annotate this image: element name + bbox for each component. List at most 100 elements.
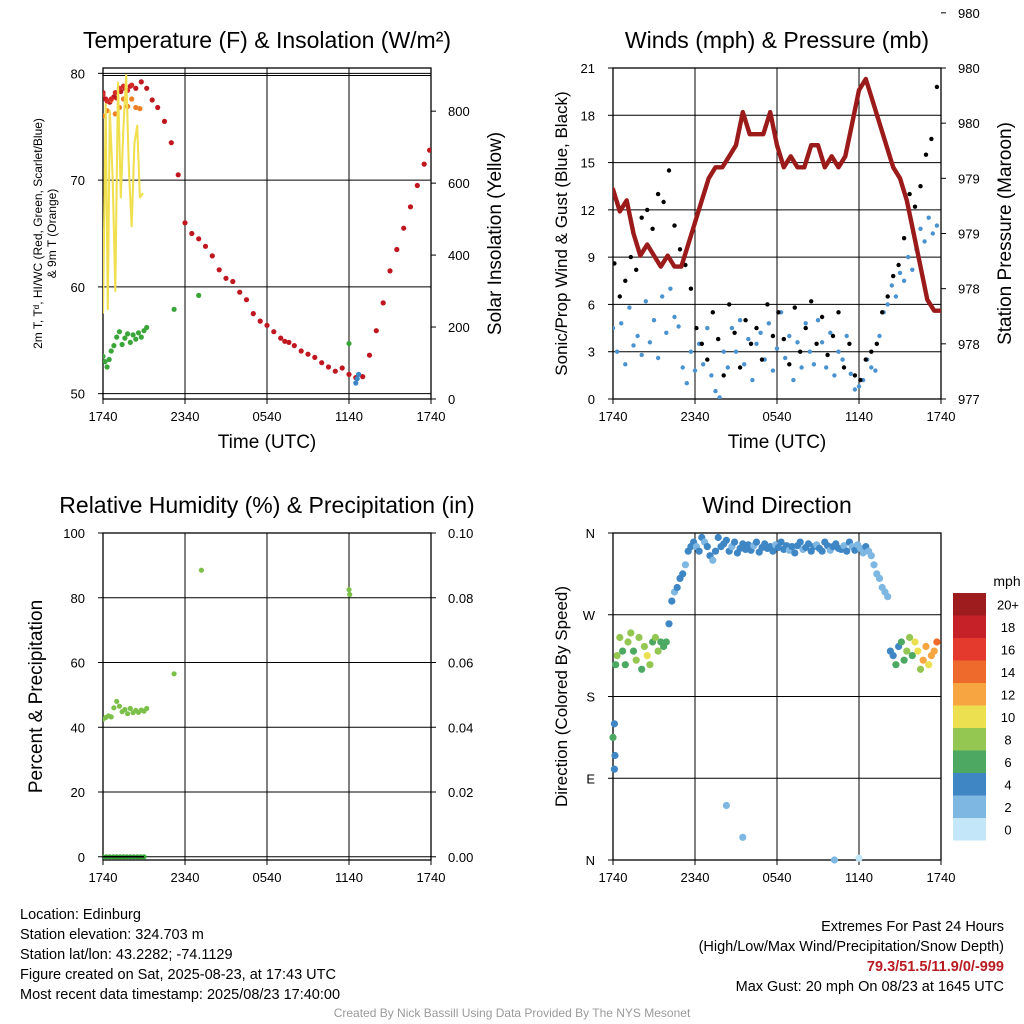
- data-point: [161, 118, 168, 124]
- data-point: [804, 540, 813, 548]
- data-point: [818, 547, 826, 555]
- y-tick-label: N: [586, 526, 595, 541]
- data-point: [643, 652, 651, 660]
- x-tick-label: 2340: [171, 409, 200, 424]
- data-point: [873, 368, 878, 373]
- data-point: [613, 261, 617, 266]
- data-point: [721, 373, 726, 378]
- colorbar-title: mph: [993, 573, 1020, 589]
- data-point: [770, 368, 776, 373]
- data-point: [346, 340, 352, 347]
- data-point: [748, 341, 754, 346]
- data-point: [919, 656, 927, 664]
- data-point: [701, 362, 706, 367]
- data-point: [922, 239, 927, 244]
- data-point: [770, 333, 776, 339]
- data-point: [209, 253, 215, 259]
- y-tick-label: 6: [588, 297, 595, 312]
- x-tick-label: 0540: [763, 870, 792, 885]
- data-point: [619, 647, 627, 655]
- data-point: [108, 714, 114, 720]
- data-point: [610, 720, 619, 728]
- x-tick-label: 0540: [763, 409, 792, 424]
- y-tick-label: 60: [71, 656, 85, 671]
- data-point: [916, 665, 925, 673]
- x-tick-label: 1740: [89, 870, 118, 885]
- data-point: [709, 556, 717, 564]
- data-point: [133, 104, 139, 111]
- data-point: [619, 321, 624, 326]
- y-tick-label: 0: [78, 850, 85, 865]
- data-point: [646, 661, 654, 669]
- colorbar-label: 8: [1004, 732, 1011, 747]
- extremes-panel: Extremes For Past 24 Hours (High/Low/Max…: [699, 917, 1004, 997]
- x-tick-label: 2340: [681, 409, 710, 424]
- y2-tick-label: 0: [448, 392, 455, 407]
- data-point: [875, 574, 884, 583]
- data-point: [869, 365, 874, 370]
- data-point: [614, 349, 620, 354]
- data-point: [612, 661, 620, 669]
- data-point: [819, 314, 825, 320]
- station-info: Location: Edinburg Station elevation: 32…: [20, 905, 340, 1005]
- data-point: [896, 262, 901, 268]
- data-point: [729, 325, 735, 331]
- data-point: [874, 341, 879, 346]
- data-point: [673, 583, 681, 592]
- data-point: [138, 79, 144, 85]
- data-point: [613, 325, 616, 331]
- data-point: [655, 191, 661, 197]
- data-point: [237, 289, 243, 295]
- data-point: [665, 620, 673, 628]
- data-point: [709, 373, 714, 378]
- data-point: [662, 638, 670, 646]
- data-point: [807, 349, 812, 354]
- data-point: [373, 328, 379, 334]
- data-point: [934, 223, 940, 228]
- data-point: [908, 652, 916, 660]
- data-point: [427, 147, 431, 153]
- y2-tick-label: 980: [958, 6, 980, 21]
- data-point: [774, 543, 783, 552]
- data-point: [897, 270, 903, 276]
- y2-tick-label: 200: [448, 320, 470, 335]
- data-point: [660, 294, 665, 299]
- data-point: [711, 547, 720, 555]
- recent-timestamp: Most recent data timestamp: 2025/08/23 1…: [20, 987, 341, 1003]
- data-point: [884, 593, 892, 601]
- data-point: [155, 104, 161, 111]
- chart-title: Relative Humidity (%) & Precipitation (i…: [59, 492, 474, 518]
- data-point: [727, 302, 732, 307]
- data-point: [840, 542, 848, 550]
- y-axis-label-line2: & 9m T (Orange): [45, 189, 59, 279]
- data-point: [621, 661, 629, 669]
- data-point: [848, 371, 853, 376]
- data-point: [781, 336, 786, 342]
- x-tick-label: 1140: [335, 870, 363, 885]
- x-tick-label: 0540: [253, 409, 282, 424]
- data-point: [632, 656, 640, 664]
- y-tick-label: E: [586, 771, 595, 786]
- data-point: [627, 305, 632, 310]
- series-line-solar-insolation: [103, 74, 144, 314]
- data-point: [116, 329, 122, 335]
- direction-points: [609, 533, 941, 864]
- data-point: [672, 314, 677, 320]
- data-point: [851, 546, 859, 554]
- x-tick-label: 1740: [89, 409, 118, 424]
- data-point: [639, 215, 644, 220]
- data-point: [133, 85, 139, 91]
- data-point: [739, 833, 747, 841]
- data-point: [401, 225, 407, 231]
- data-point: [668, 286, 673, 291]
- data-point: [623, 362, 628, 367]
- data-point: [832, 373, 837, 378]
- data-point: [116, 703, 122, 709]
- data-point: [766, 321, 771, 326]
- data-point: [104, 364, 110, 370]
- y2-tick-label: 979: [958, 171, 980, 186]
- data-point: [125, 331, 131, 337]
- data-point: [114, 698, 120, 705]
- credit-line: Created By Nick Bassill Using Data Provi…: [333, 1006, 691, 1020]
- data-point: [925, 661, 933, 669]
